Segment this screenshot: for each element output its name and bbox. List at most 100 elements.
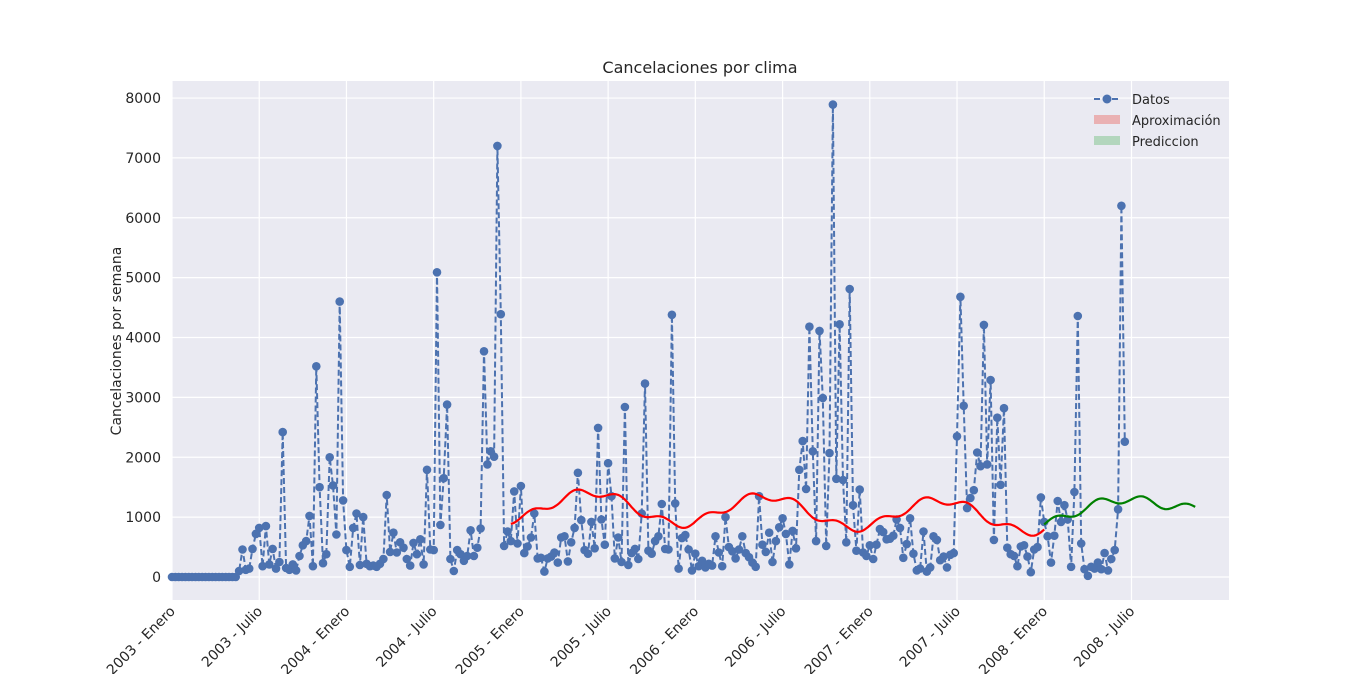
datos-point bbox=[248, 544, 257, 554]
datos-point bbox=[436, 520, 445, 530]
datos-point bbox=[845, 284, 854, 294]
x-tick-label: 2007 - Enero bbox=[802, 604, 877, 674]
datos-point bbox=[915, 564, 925, 573]
legend-item-prediccion: Prediccion bbox=[1094, 135, 1199, 150]
datos-point bbox=[962, 503, 972, 513]
datos-point bbox=[989, 535, 999, 545]
datos-point bbox=[493, 141, 502, 151]
datos-point bbox=[657, 499, 667, 509]
datos-point bbox=[811, 536, 821, 546]
datos-point bbox=[728, 547, 737, 556]
datos-point bbox=[322, 549, 331, 559]
datos-point bbox=[667, 310, 677, 320]
datos-point bbox=[795, 465, 804, 475]
y-tick-label: 3000 bbox=[125, 390, 161, 406]
datos-point bbox=[798, 436, 807, 446]
datos-point bbox=[503, 527, 512, 536]
datos-point bbox=[996, 480, 1005, 490]
datos-point bbox=[1080, 564, 1089, 574]
datos-point bbox=[852, 546, 861, 555]
datos-point bbox=[832, 474, 841, 484]
datos-point bbox=[342, 545, 351, 555]
datos-point bbox=[1013, 561, 1022, 571]
datos-point bbox=[520, 548, 529, 558]
x-tick-label: 2008 - Julio bbox=[1071, 604, 1138, 671]
grid-lines bbox=[171, 81, 1229, 600]
datos-point bbox=[969, 485, 979, 495]
datos-point bbox=[872, 540, 881, 549]
datos-point bbox=[268, 544, 277, 554]
datos-point bbox=[352, 509, 361, 518]
datos-point bbox=[761, 547, 771, 557]
datos-point bbox=[271, 564, 281, 573]
legend-datos-label: Datos bbox=[1132, 93, 1170, 108]
datos-point bbox=[778, 514, 787, 523]
datos-point bbox=[624, 560, 633, 570]
datos-point bbox=[1107, 554, 1116, 564]
datos-point bbox=[338, 496, 348, 505]
datos-point bbox=[731, 554, 740, 563]
x-tick-label: 2008 - Enero bbox=[976, 604, 1051, 674]
x-tick-label: 2005 - Enero bbox=[453, 604, 528, 674]
datos-point bbox=[409, 538, 418, 548]
x-tick-labels: 2003 - Enero 2003 - Julio 2004 - Enero 2004… bbox=[104, 604, 1138, 674]
datos-point bbox=[821, 541, 831, 551]
datos-point bbox=[432, 268, 442, 277]
x-tick-label: 2004 - Enero bbox=[278, 604, 353, 674]
datos-point bbox=[318, 558, 328, 568]
datos-point bbox=[244, 564, 254, 573]
datos-point bbox=[982, 460, 992, 469]
datos-point bbox=[640, 379, 650, 388]
legend-aproximacion-label: Aproximación bbox=[1132, 114, 1221, 129]
datos-point bbox=[563, 557, 573, 566]
datos-point bbox=[664, 545, 673, 554]
datos-point bbox=[952, 432, 962, 441]
datos-point bbox=[358, 512, 368, 522]
datos-point bbox=[379, 554, 388, 564]
legend-prediccion-label: Prediccion bbox=[1132, 135, 1199, 150]
datos-point bbox=[721, 512, 730, 522]
datos-point bbox=[301, 536, 311, 546]
datos-point bbox=[1003, 543, 1012, 552]
datos-point bbox=[600, 540, 610, 549]
datos-point bbox=[1036, 493, 1046, 502]
datos-point bbox=[654, 532, 663, 541]
datos-point bbox=[1033, 542, 1042, 552]
datos-point bbox=[808, 447, 818, 456]
datos-point bbox=[1023, 552, 1032, 561]
datos-point bbox=[801, 484, 811, 494]
datos-point bbox=[328, 481, 338, 490]
datos-point bbox=[1120, 437, 1130, 447]
datos-point bbox=[976, 461, 985, 471]
datos-point bbox=[449, 566, 459, 576]
datos-point bbox=[751, 562, 760, 572]
datos-point bbox=[275, 557, 284, 567]
datos-point bbox=[1066, 562, 1076, 572]
datos-point bbox=[791, 544, 801, 553]
datos-point bbox=[265, 560, 274, 569]
datos-point bbox=[305, 511, 314, 521]
datos-point bbox=[1100, 548, 1109, 558]
datos-point bbox=[254, 523, 264, 533]
x-tick-label: 2003 - Julio bbox=[199, 604, 266, 671]
y-tick-label: 4000 bbox=[125, 331, 161, 347]
x-tick-label: 2007 - Julio bbox=[897, 604, 964, 671]
datos-point bbox=[1009, 551, 1019, 561]
datos-point bbox=[1093, 558, 1103, 567]
datos-point bbox=[389, 528, 398, 537]
x-tick-label: 2003 - Enero bbox=[104, 604, 179, 674]
datos-point bbox=[717, 561, 727, 571]
datos-point bbox=[835, 320, 844, 329]
datos-point bbox=[707, 561, 717, 570]
datos-point bbox=[442, 400, 452, 409]
datos-point bbox=[483, 460, 492, 469]
datos-point bbox=[895, 523, 905, 533]
datos-point bbox=[825, 448, 834, 458]
datos-point bbox=[234, 566, 244, 576]
datos-point bbox=[291, 566, 301, 575]
datos-point bbox=[942, 563, 952, 572]
datos-point bbox=[348, 523, 358, 533]
x-tick-label: 2005 - Julio bbox=[548, 604, 615, 671]
datos-point bbox=[828, 100, 838, 109]
plot-area bbox=[172, 81, 1229, 600]
